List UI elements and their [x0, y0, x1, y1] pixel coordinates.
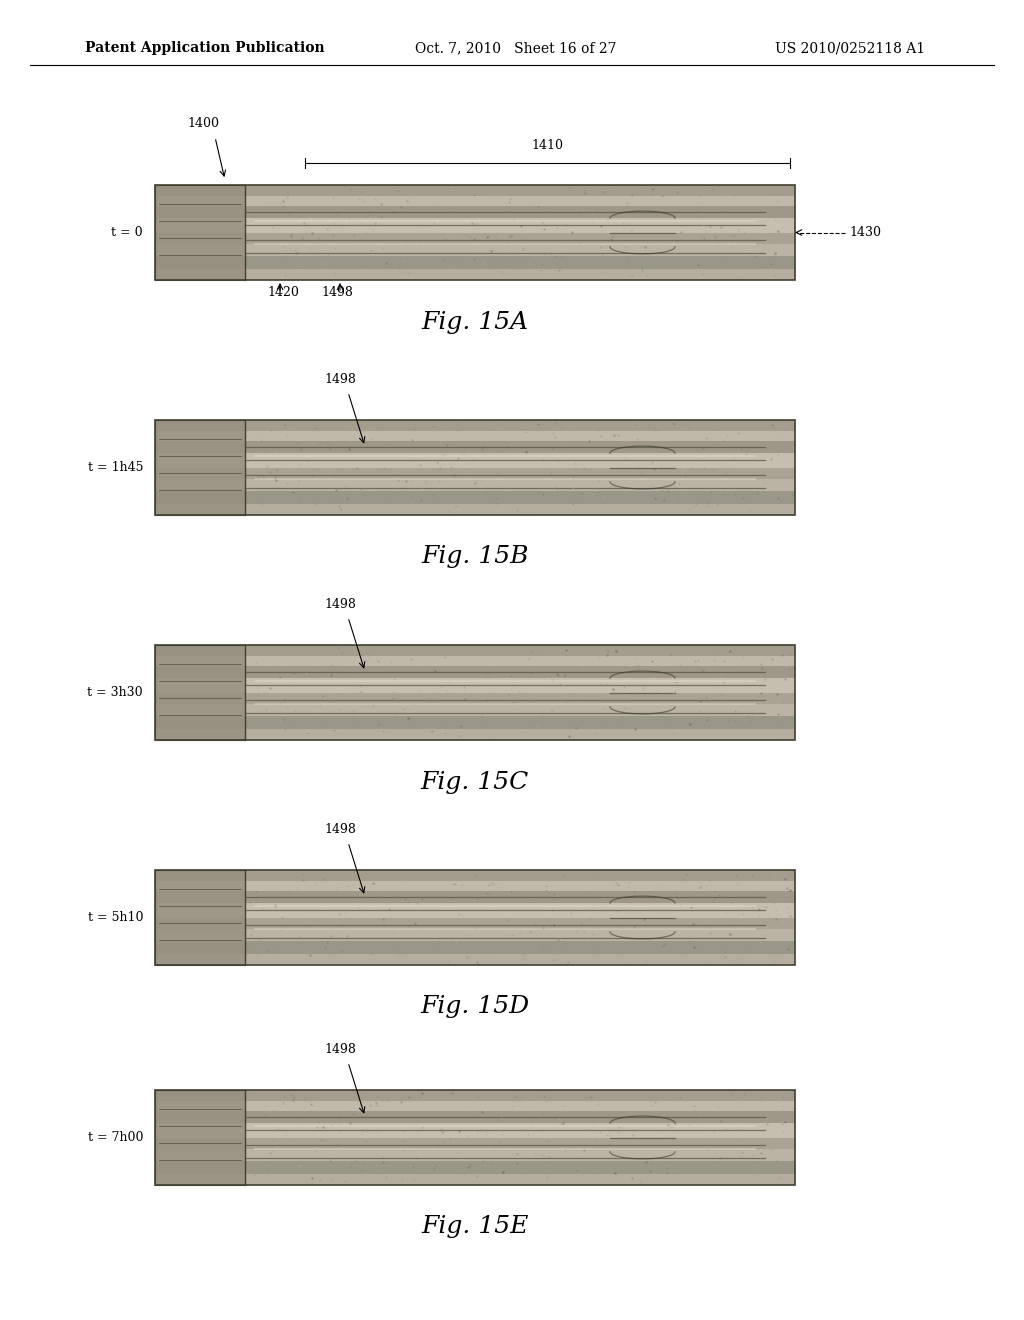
Bar: [155, 870, 795, 965]
Bar: [155, 678, 795, 693]
Text: 1498: 1498: [324, 822, 356, 836]
Bar: [155, 729, 795, 741]
Bar: [155, 704, 795, 717]
Bar: [155, 185, 795, 280]
Bar: [155, 1173, 795, 1185]
Bar: [155, 870, 795, 965]
Bar: [155, 185, 245, 280]
Text: Fig. 15E: Fig. 15E: [421, 1216, 528, 1238]
Bar: [155, 665, 795, 678]
Bar: [155, 244, 795, 256]
Bar: [155, 1162, 795, 1173]
Bar: [155, 232, 795, 244]
Bar: [155, 1138, 795, 1148]
Bar: [155, 420, 795, 432]
Bar: [155, 1123, 795, 1138]
Text: Fig. 15D: Fig. 15D: [421, 995, 529, 1019]
Bar: [155, 432, 795, 441]
Bar: [155, 197, 795, 206]
Bar: [155, 917, 795, 929]
Bar: [155, 479, 795, 491]
Bar: [155, 420, 245, 515]
Bar: [155, 420, 795, 515]
Text: t = 7h00: t = 7h00: [87, 1131, 143, 1144]
Text: Patent Application Publication: Patent Application Publication: [85, 41, 325, 55]
Text: 1410: 1410: [531, 139, 563, 152]
Bar: [155, 206, 795, 218]
Bar: [155, 185, 795, 197]
Bar: [155, 467, 795, 479]
Text: t = 5h10: t = 5h10: [87, 911, 143, 924]
Bar: [155, 491, 795, 504]
Bar: [155, 882, 795, 891]
Text: 1498: 1498: [324, 374, 356, 385]
Bar: [155, 645, 795, 741]
Bar: [155, 645, 795, 656]
Text: t = 0: t = 0: [112, 226, 143, 239]
Bar: [155, 1090, 245, 1185]
Bar: [155, 941, 795, 953]
Text: 1498: 1498: [324, 598, 356, 611]
Bar: [155, 441, 795, 453]
Bar: [155, 891, 795, 903]
Bar: [155, 1090, 795, 1101]
Bar: [155, 717, 795, 729]
Text: t = 3h30: t = 3h30: [87, 686, 143, 700]
Text: 1420: 1420: [267, 286, 299, 300]
Bar: [155, 1148, 795, 1162]
Bar: [155, 953, 795, 965]
Text: 1498: 1498: [324, 1043, 356, 1056]
Text: US 2010/0252118 A1: US 2010/0252118 A1: [775, 41, 925, 55]
Text: Oct. 7, 2010   Sheet 16 of 27: Oct. 7, 2010 Sheet 16 of 27: [415, 41, 616, 55]
Text: t = 1h45: t = 1h45: [87, 461, 143, 474]
Text: 1498: 1498: [322, 286, 353, 300]
Bar: [155, 185, 795, 280]
Bar: [155, 903, 795, 917]
Bar: [155, 1090, 795, 1185]
Bar: [155, 929, 795, 941]
Bar: [155, 218, 795, 232]
Text: 1430: 1430: [849, 226, 881, 239]
Bar: [155, 1090, 795, 1185]
Bar: [155, 1111, 795, 1123]
Text: 1400: 1400: [187, 117, 219, 129]
Bar: [155, 453, 795, 467]
Bar: [155, 693, 795, 704]
Bar: [155, 256, 795, 268]
Bar: [155, 268, 795, 280]
Text: Fig. 15A: Fig. 15A: [422, 310, 528, 334]
Bar: [155, 645, 245, 741]
Bar: [155, 1101, 795, 1111]
Text: Fig. 15B: Fig. 15B: [421, 545, 528, 569]
Bar: [155, 420, 795, 515]
Bar: [155, 504, 795, 515]
Bar: [155, 645, 795, 741]
Bar: [155, 870, 245, 965]
Bar: [155, 870, 795, 882]
Bar: [155, 656, 795, 665]
Text: Fig. 15C: Fig. 15C: [421, 771, 529, 793]
